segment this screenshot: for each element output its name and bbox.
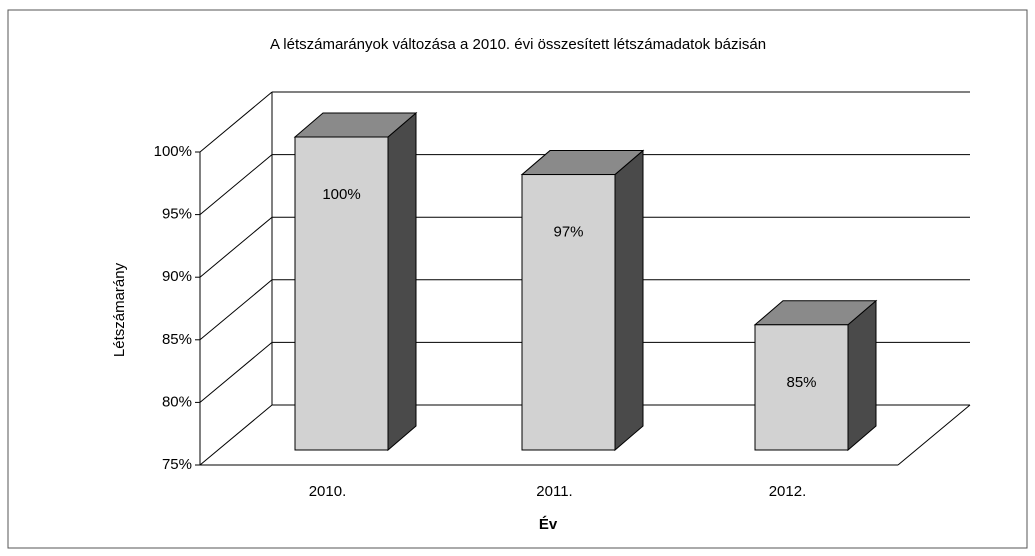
y-tick-label: 80% xyxy=(162,393,192,410)
side-grid-line xyxy=(199,404,273,466)
x-tick-label: 2012. xyxy=(769,483,807,500)
chart-border xyxy=(7,9,1028,549)
y-tick-label: 75% xyxy=(162,456,192,473)
bar xyxy=(294,136,389,451)
y-tick-label: 90% xyxy=(162,268,192,285)
side-grid-line xyxy=(199,216,273,278)
value-label: 85% xyxy=(786,374,816,391)
bar-side xyxy=(847,299,877,452)
y-axis-title: Létszámarány xyxy=(111,262,128,357)
side-grid-line xyxy=(199,91,273,153)
value-label: 97% xyxy=(553,224,583,241)
side-grid-line xyxy=(199,279,273,341)
y-tick-label: 95% xyxy=(162,206,192,223)
x-tick-label: 2010. xyxy=(309,483,347,500)
chart-title: A létszámarányok változása a 2010. évi ö… xyxy=(270,36,766,53)
y-tick-label: 85% xyxy=(162,331,192,348)
side-grid-line xyxy=(199,154,273,215)
x-tick-label: 2011. xyxy=(536,483,572,500)
floor-edge xyxy=(897,404,971,466)
bar xyxy=(754,324,849,451)
bar-side xyxy=(614,149,644,452)
value-label: 100% xyxy=(322,186,360,203)
bar-side xyxy=(387,111,417,452)
bar xyxy=(521,174,616,451)
x-axis-title: Év xyxy=(539,516,558,533)
side-grid-line xyxy=(199,342,273,403)
y-tick-label: 100% xyxy=(154,143,192,160)
